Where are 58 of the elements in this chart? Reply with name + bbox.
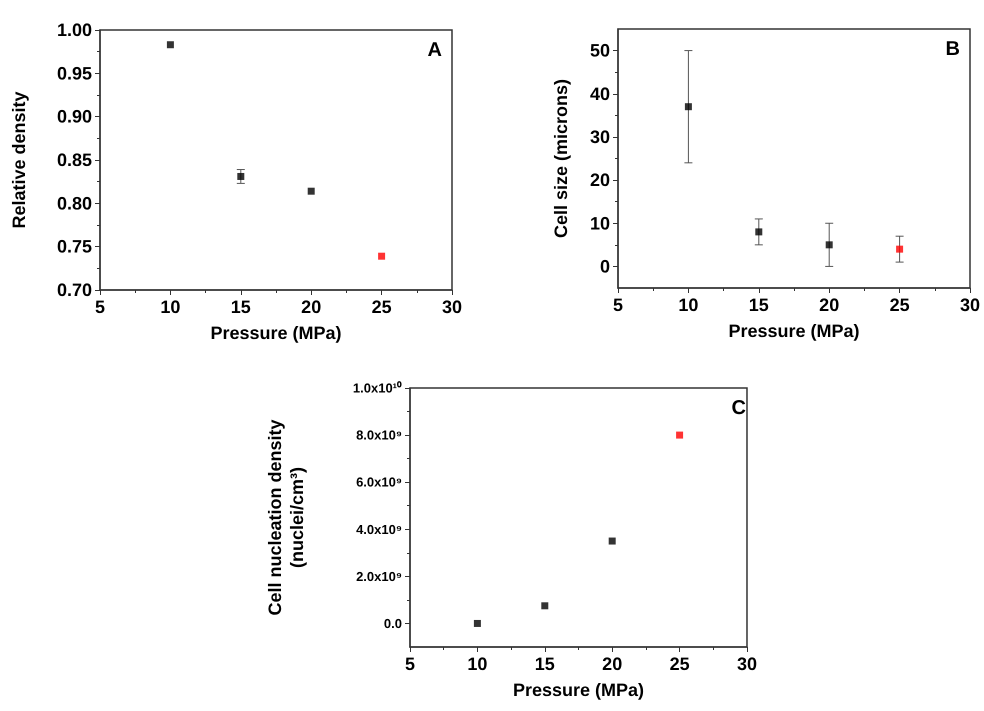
y-tick-label: 8.0x10⁹ (356, 428, 402, 443)
y-tick-label: 6.0x10⁹ (356, 474, 402, 490)
point (896, 246, 904, 253)
x-tick-label: 20 (819, 295, 840, 315)
y-tick-label: 50 (590, 40, 610, 61)
x-axis-title: Pressure (MPa) (210, 323, 342, 343)
y-tick-label: 40 (590, 84, 610, 104)
y-tick-label: 0.80 (56, 193, 92, 214)
x-tick-label: 15 (534, 654, 555, 674)
x-tick-label: 15 (230, 297, 251, 317)
y-tick-label: 0.85 (56, 150, 92, 170)
y-tick-label: 2.0x10⁹ (356, 568, 402, 584)
y-tick-label: 0.95 (56, 63, 92, 84)
y-axis-title: Cell size (microns) (551, 78, 571, 238)
x-tick-label: 20 (301, 297, 322, 317)
y-tick-label: 1.00 (56, 20, 92, 40)
x-tick-label: 5 (612, 295, 624, 315)
y-tick-label: 0.75 (56, 236, 92, 257)
x-tick-label: 30 (960, 295, 980, 315)
x-tick-label: 30 (442, 297, 462, 317)
y-tick-label: 0.70 (56, 280, 92, 300)
x-tick-label: 25 (372, 297, 392, 317)
point (308, 188, 315, 195)
x-tick-label: 5 (404, 654, 416, 674)
point (541, 602, 548, 610)
y-tick-label: 30 (590, 126, 610, 147)
point (166, 41, 174, 48)
point (237, 172, 244, 180)
x-axis-title: Pressure (MPa) (512, 680, 644, 700)
y-tick-label: 4.0x10⁹ (356, 522, 402, 537)
x-tick-label: 10 (160, 297, 180, 317)
y-tick-label: 20 (590, 170, 610, 190)
x-tick-label: 10 (467, 654, 488, 674)
point (608, 538, 616, 545)
y-tick-label: 10 (590, 213, 610, 234)
point (676, 432, 684, 439)
point (826, 241, 833, 248)
y-axis-title: Relative density (9, 91, 29, 229)
x-tick-label: 25 (890, 295, 910, 315)
x-tick-label: 25 (670, 654, 690, 674)
annotation: B (946, 38, 960, 60)
y-axis-title: Cell nucleation density (nuclei/cm³) (265, 419, 307, 616)
point (755, 228, 762, 236)
point (474, 620, 481, 627)
x-tick-label: 5 (94, 297, 106, 317)
y-tick-label: 0.0 (384, 616, 402, 631)
annotation: C (732, 397, 746, 419)
x-axis-title: Pressure (MPa) (728, 321, 860, 341)
y-tick-label: 1.0x10¹⁰ (352, 380, 402, 396)
annotation: A (428, 39, 442, 61)
y-tick-label: 0.90 (56, 106, 92, 127)
x-tick-label: 30 (736, 654, 758, 674)
y-tick-label: 0 (600, 256, 610, 276)
point (378, 252, 386, 260)
x-tick-label: 10 (678, 295, 698, 315)
point (684, 103, 692, 110)
x-tick-label: 20 (602, 654, 622, 674)
x-tick-label: 15 (748, 295, 769, 315)
